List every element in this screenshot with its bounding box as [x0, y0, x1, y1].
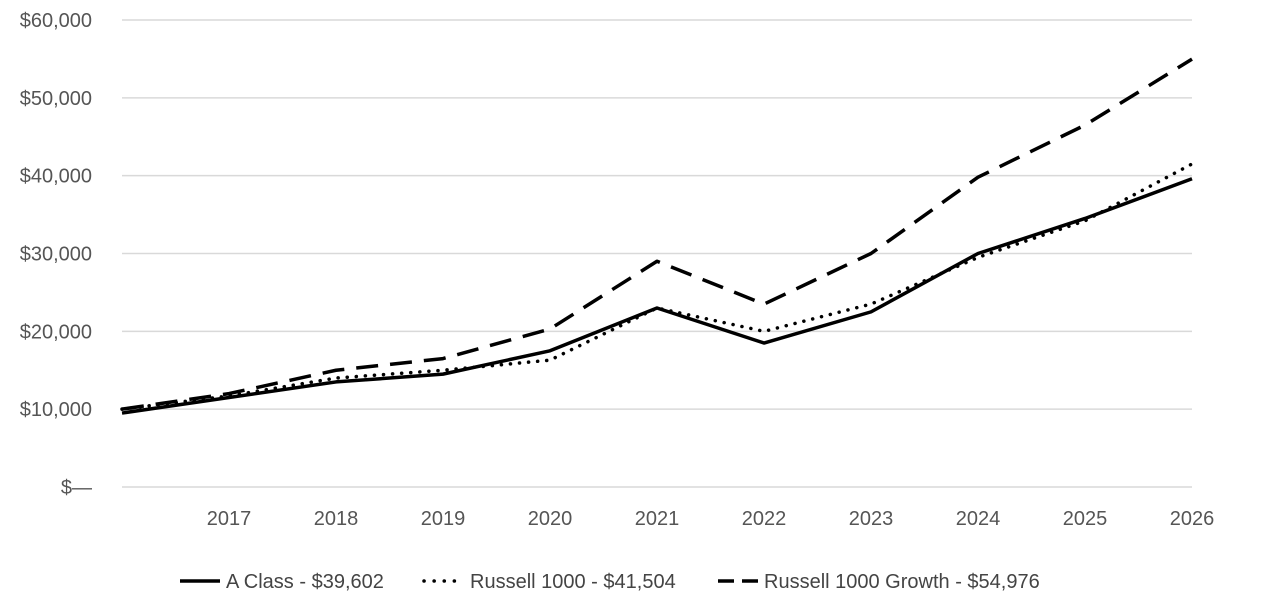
x-tick-label: 2018	[314, 508, 359, 530]
legend-label: Russell 1000 Growth - $54,976	[764, 571, 1040, 593]
legend-label: Russell 1000 - $41,504	[470, 571, 676, 593]
x-tick-label: 2025	[1063, 508, 1108, 530]
x-tick-label: 2026	[1170, 508, 1215, 530]
x-tick-label: 2020	[528, 508, 573, 530]
y-tick-label: $50,000	[20, 88, 92, 110]
legend-label: A Class - $39,602	[226, 571, 384, 593]
x-tick-label: 2021	[635, 508, 680, 530]
legend: A Class - $39,602 Russell 1000 - $41,504 R…	[180, 571, 1040, 593]
y-axis-tick-labels: $— $10,000 $20,000 $30,000 $40,000 $50,000 $60…	[20, 10, 92, 499]
series-line-dashed	[121, 57, 1193, 411]
y-tick-label: $20,000	[20, 321, 92, 343]
x-axis-tick-labels: 2017 2018 2019 2020 2021 2022 2023 2024 2025 2026	[207, 508, 1215, 530]
y-tick-label: $10,000	[20, 399, 92, 421]
x-tick-label: 2022	[742, 508, 787, 530]
x-tick-label: 2017	[207, 508, 252, 530]
y-tick-label: $40,000	[20, 166, 92, 188]
series-lines	[120, 57, 1194, 415]
gridlines	[122, 19, 1192, 488]
series-line-solid	[121, 177, 1193, 415]
series-line-dotted	[120, 162, 1194, 411]
y-tick-label: $30,000	[20, 244, 92, 266]
x-tick-label: 2024	[956, 508, 1001, 530]
x-tick-label: 2019	[421, 508, 466, 530]
x-tick-label: 2023	[849, 508, 894, 530]
y-tick-label: $—	[61, 477, 92, 499]
y-tick-label: $60,000	[20, 10, 92, 32]
